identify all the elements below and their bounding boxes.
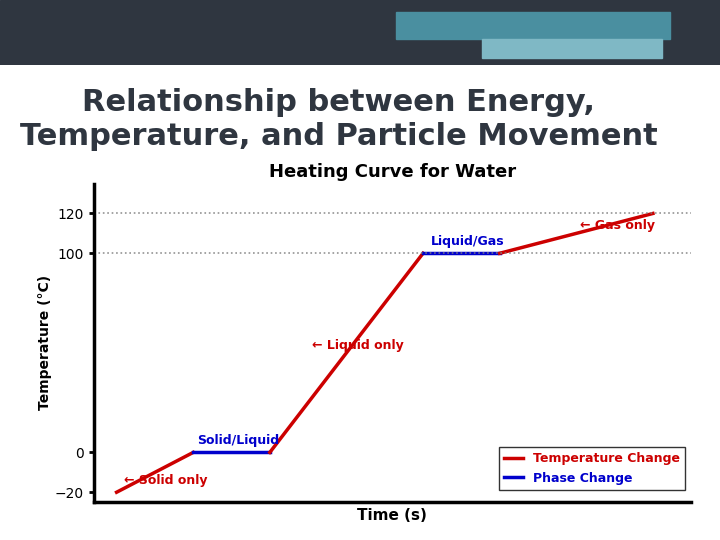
- Text: ← Gas only: ← Gas only: [580, 219, 655, 232]
- Bar: [482, 39, 662, 58]
- Y-axis label: Temperature (°C): Temperature (°C): [38, 275, 52, 410]
- Bar: [396, 12, 670, 39]
- X-axis label: Time (s): Time (s): [357, 508, 428, 523]
- Text: ← Liquid only: ← Liquid only: [312, 339, 404, 352]
- Text: ← Solid only: ← Solid only: [125, 474, 208, 487]
- Legend: Temperature Change, Phase Change: Temperature Change, Phase Change: [499, 447, 685, 490]
- Text: Relationship between Energy,
Temperature, and Particle Movement: Relationship between Energy, Temperature…: [19, 88, 657, 151]
- Title: Heating Curve for Water: Heating Curve for Water: [269, 163, 516, 181]
- Text: Liquid/Gas: Liquid/Gas: [431, 235, 504, 248]
- Text: Solid/Liquid: Solid/Liquid: [197, 435, 279, 448]
